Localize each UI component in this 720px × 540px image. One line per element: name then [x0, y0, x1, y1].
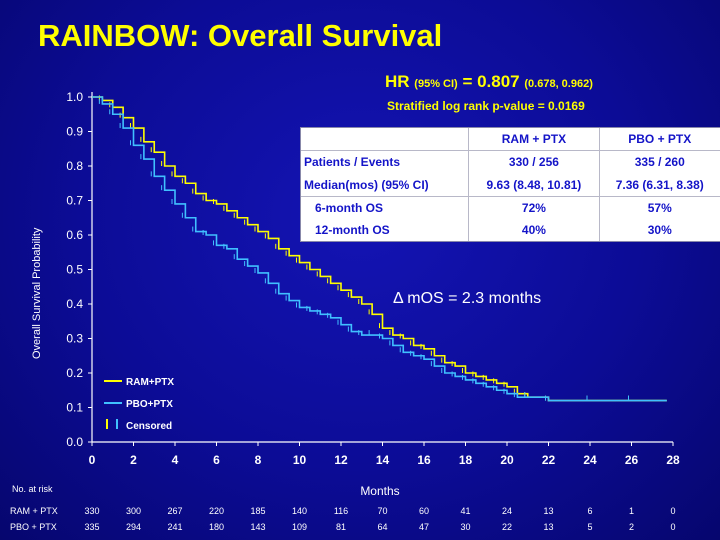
risk-value: 143: [250, 522, 266, 532]
stats-row-label: Median(mos) (95% CI): [304, 177, 429, 192]
risk-value: 47: [418, 522, 429, 532]
y-tick-label: 0.7: [66, 194, 83, 208]
stats-cell: 7.36 (6.31, 8.38): [598, 173, 720, 197]
hr-label: HR: [385, 72, 410, 91]
risk-value: 185: [250, 506, 266, 516]
hazard-ratio: HR (95% CI) = 0.807 (0.678, 0.962): [385, 72, 593, 92]
x-tick-label: 10: [293, 453, 307, 467]
stats-row-label: Patients / Events: [304, 155, 401, 170]
legend-label: RAM+PTX: [126, 377, 174, 388]
stats-corner: [301, 128, 469, 152]
risk-value: 64: [377, 522, 388, 532]
stats-cell: 335 / 260: [598, 150, 720, 174]
y-tick-label: 0.3: [66, 332, 83, 346]
stats-col-pbo: PBO + PTX: [598, 128, 720, 152]
risk-value: 116: [333, 506, 349, 516]
risk-row-label: RAM + PTX: [10, 506, 58, 516]
risk-value: 5: [587, 522, 593, 532]
y-tick-label: 0.8: [66, 159, 83, 173]
stats-cell: 9.63 (8.48, 10.81): [468, 173, 599, 197]
x-tick-label: 16: [417, 453, 431, 467]
risk-value: 70: [377, 506, 388, 516]
y-tick-label: 1.0: [66, 90, 83, 104]
hr-ci: (0.678, 0.962): [524, 78, 593, 90]
x-axis-label: Months: [360, 484, 400, 498]
hr-ci-tag: (95% CI): [414, 78, 458, 90]
risk-value: 60: [418, 506, 429, 516]
x-tick-label: 22: [542, 453, 556, 467]
risk-value: 41: [460, 506, 471, 516]
stats-col-ram: RAM + PTX: [468, 128, 599, 152]
x-tick-label: 8: [255, 453, 262, 467]
risk-value: 241: [167, 522, 183, 532]
slide-title: RAINBOW: Overall Survival: [38, 18, 443, 53]
risk-table-title: No. at risk: [12, 484, 53, 494]
risk-row-label: PBO + PTX: [10, 522, 57, 532]
risk-value: 140: [291, 506, 308, 516]
risk-value: 22: [501, 522, 512, 532]
risk-value: 294: [125, 522, 142, 532]
legend-label: Censored: [126, 421, 172, 432]
x-tick-label: 28: [666, 453, 680, 467]
y-tick-label: 0.6: [66, 228, 83, 242]
y-tick-label: 0.1: [66, 401, 83, 415]
x-tick-label: 2: [130, 453, 137, 467]
risk-value: 1: [628, 506, 634, 516]
risk-value: 30: [460, 522, 471, 532]
risk-value: 0: [670, 506, 676, 516]
risk-value: 2: [628, 522, 634, 532]
y-axis-label: Overall Survival Probability: [31, 227, 43, 359]
series-line-pbo-ptx: [92, 96, 667, 402]
x-tick-label: 24: [583, 453, 597, 467]
delta-mos-annotation: Δ mOS = 2.3 months: [393, 290, 542, 307]
x-tick-label: 14: [376, 453, 390, 467]
risk-value: 335: [84, 522, 100, 532]
risk-value: 109: [291, 522, 308, 532]
y-tick-label: 0.2: [66, 366, 83, 380]
stats-cell: 330 / 256: [468, 150, 599, 174]
y-tick-label: 0.0: [66, 435, 83, 449]
x-tick-label: 4: [172, 453, 179, 467]
risk-value: 300: [125, 506, 142, 516]
logrank-pvalue: Stratified log rank p-value = 0.0169: [387, 99, 585, 113]
x-tick-label: 12: [334, 453, 348, 467]
y-tick-label: 0.5: [66, 263, 83, 277]
x-tick-label: 0: [89, 453, 96, 467]
stats-row-label: 6-month OS: [301, 195, 469, 219]
x-tick-label: 20: [500, 453, 514, 467]
stats-row-label: 12-month OS: [315, 223, 390, 237]
hr-value: = 0.807: [462, 72, 520, 91]
series-line-ram-ptx: [92, 96, 667, 402]
risk-value: 13: [543, 506, 554, 516]
y-tick-label: 0.9: [66, 125, 83, 139]
stats-table: RAM + PTX PBO + PTX Patients / Events 33…: [300, 127, 720, 242]
risk-value: 0: [670, 522, 676, 532]
x-tick-label: 6: [213, 453, 220, 467]
stats-cell: 57%: [598, 195, 720, 219]
x-tick-label: 18: [459, 453, 473, 467]
stats-cell: 72%: [468, 195, 599, 219]
x-tick-label: 26: [625, 453, 639, 467]
risk-value: 220: [208, 506, 225, 516]
risk-value: 180: [208, 522, 225, 532]
stats-cell: 30%: [598, 219, 720, 241]
risk-value: 6: [587, 506, 593, 516]
risk-value: 13: [543, 522, 554, 532]
legend-label: PBO+PTX: [126, 399, 173, 410]
risk-value: 330: [84, 506, 100, 516]
risk-value: 81: [335, 522, 346, 532]
stats-cell: 40%: [468, 219, 599, 241]
risk-value: 24: [501, 506, 512, 516]
risk-value: 267: [167, 506, 183, 516]
y-tick-label: 0.4: [66, 297, 83, 311]
